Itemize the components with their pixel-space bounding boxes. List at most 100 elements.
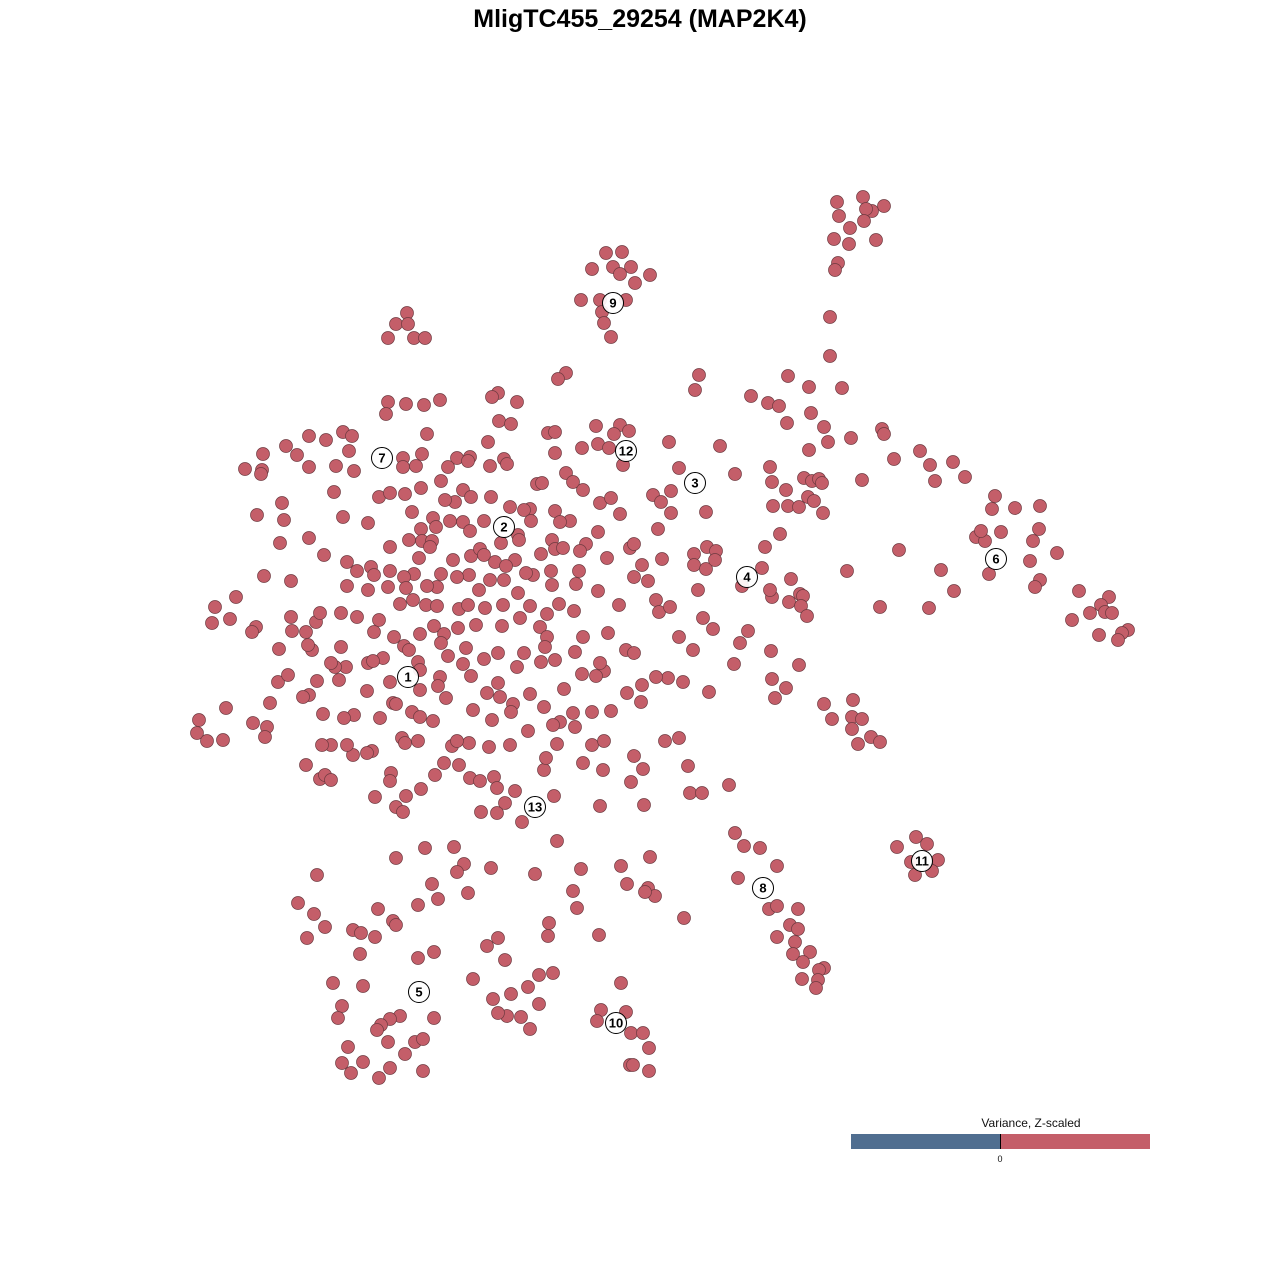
data-point xyxy=(909,830,923,844)
data-point xyxy=(626,1058,640,1072)
cluster-label-badge xyxy=(736,566,758,588)
data-point xyxy=(441,649,455,663)
data-point xyxy=(780,416,794,430)
data-point xyxy=(677,911,691,925)
data-point xyxy=(427,619,441,633)
data-point xyxy=(402,533,416,547)
data-point xyxy=(332,673,346,687)
data-point xyxy=(346,748,360,762)
data-point xyxy=(664,506,678,520)
data-point xyxy=(557,682,571,696)
data-point xyxy=(528,867,542,881)
data-point xyxy=(728,826,742,840)
data-point xyxy=(504,705,518,719)
data-point xyxy=(361,516,375,530)
data-point xyxy=(446,553,460,567)
colorbar-tick-label: 0 xyxy=(997,1154,1002,1164)
data-point xyxy=(500,457,514,471)
data-point xyxy=(1028,580,1042,594)
data-point xyxy=(627,749,641,763)
data-point xyxy=(643,268,657,282)
data-point xyxy=(485,713,499,727)
data-point xyxy=(570,901,584,915)
data-point xyxy=(763,460,777,474)
data-point xyxy=(452,758,466,772)
data-point xyxy=(219,701,233,715)
data-point xyxy=(568,720,582,734)
data-point xyxy=(285,624,299,638)
data-point xyxy=(552,597,566,611)
data-point xyxy=(229,590,243,604)
data-point xyxy=(302,460,316,474)
data-point xyxy=(758,540,772,554)
data-point xyxy=(804,406,818,420)
data-point xyxy=(354,926,368,940)
data-point xyxy=(597,316,611,330)
data-point xyxy=(770,859,784,873)
data-point xyxy=(387,630,401,644)
data-point xyxy=(655,552,669,566)
data-point xyxy=(664,484,678,498)
data-point xyxy=(545,578,559,592)
data-point xyxy=(510,395,524,409)
data-point xyxy=(699,562,713,576)
data-point xyxy=(296,690,310,704)
cluster-label-badge xyxy=(371,447,393,469)
data-point xyxy=(503,738,517,752)
data-point xyxy=(796,955,810,969)
data-point xyxy=(271,675,285,689)
data-point xyxy=(768,691,782,705)
data-point xyxy=(601,626,615,640)
data-point xyxy=(855,473,869,487)
data-point xyxy=(728,467,742,481)
data-point xyxy=(574,293,588,307)
data-point xyxy=(418,841,432,855)
data-point xyxy=(947,584,961,598)
data-point xyxy=(585,705,599,719)
data-point xyxy=(497,573,511,587)
data-point xyxy=(744,389,758,403)
data-point xyxy=(334,640,348,654)
cluster-label: 7 xyxy=(371,447,393,469)
data-point xyxy=(492,414,506,428)
data-point xyxy=(672,461,686,475)
data-point xyxy=(877,427,891,441)
data-point xyxy=(316,707,330,721)
data-point xyxy=(566,475,580,489)
data-point xyxy=(523,687,537,701)
data-point xyxy=(635,558,649,572)
data-point xyxy=(533,620,547,634)
data-point xyxy=(263,696,277,710)
data-point xyxy=(279,439,293,453)
data-point xyxy=(480,939,494,953)
data-point xyxy=(568,645,582,659)
data-point xyxy=(688,383,702,397)
cluster-label-text: 9 xyxy=(609,296,616,311)
data-point xyxy=(190,726,204,740)
data-point xyxy=(843,221,857,235)
data-point xyxy=(517,503,531,517)
data-point xyxy=(784,572,798,586)
data-point xyxy=(367,568,381,582)
cluster-label-text: 3 xyxy=(691,476,698,491)
data-point xyxy=(706,622,720,636)
data-point xyxy=(493,690,507,704)
data-point xyxy=(566,884,580,898)
data-point xyxy=(450,734,464,748)
data-point xyxy=(781,369,795,383)
data-point xyxy=(406,593,420,607)
data-point xyxy=(494,536,508,550)
data-point xyxy=(523,599,537,613)
data-point xyxy=(491,676,505,690)
data-point xyxy=(340,555,354,569)
data-point xyxy=(317,548,331,562)
chart-title: MligTC455_29254 (MAP2K4) xyxy=(473,5,806,33)
data-point xyxy=(340,738,354,752)
data-point xyxy=(512,533,526,547)
data-point xyxy=(795,972,809,986)
data-point xyxy=(572,564,586,578)
data-point xyxy=(480,686,494,700)
data-point xyxy=(418,331,432,345)
data-point xyxy=(613,507,627,521)
data-point xyxy=(473,774,487,788)
